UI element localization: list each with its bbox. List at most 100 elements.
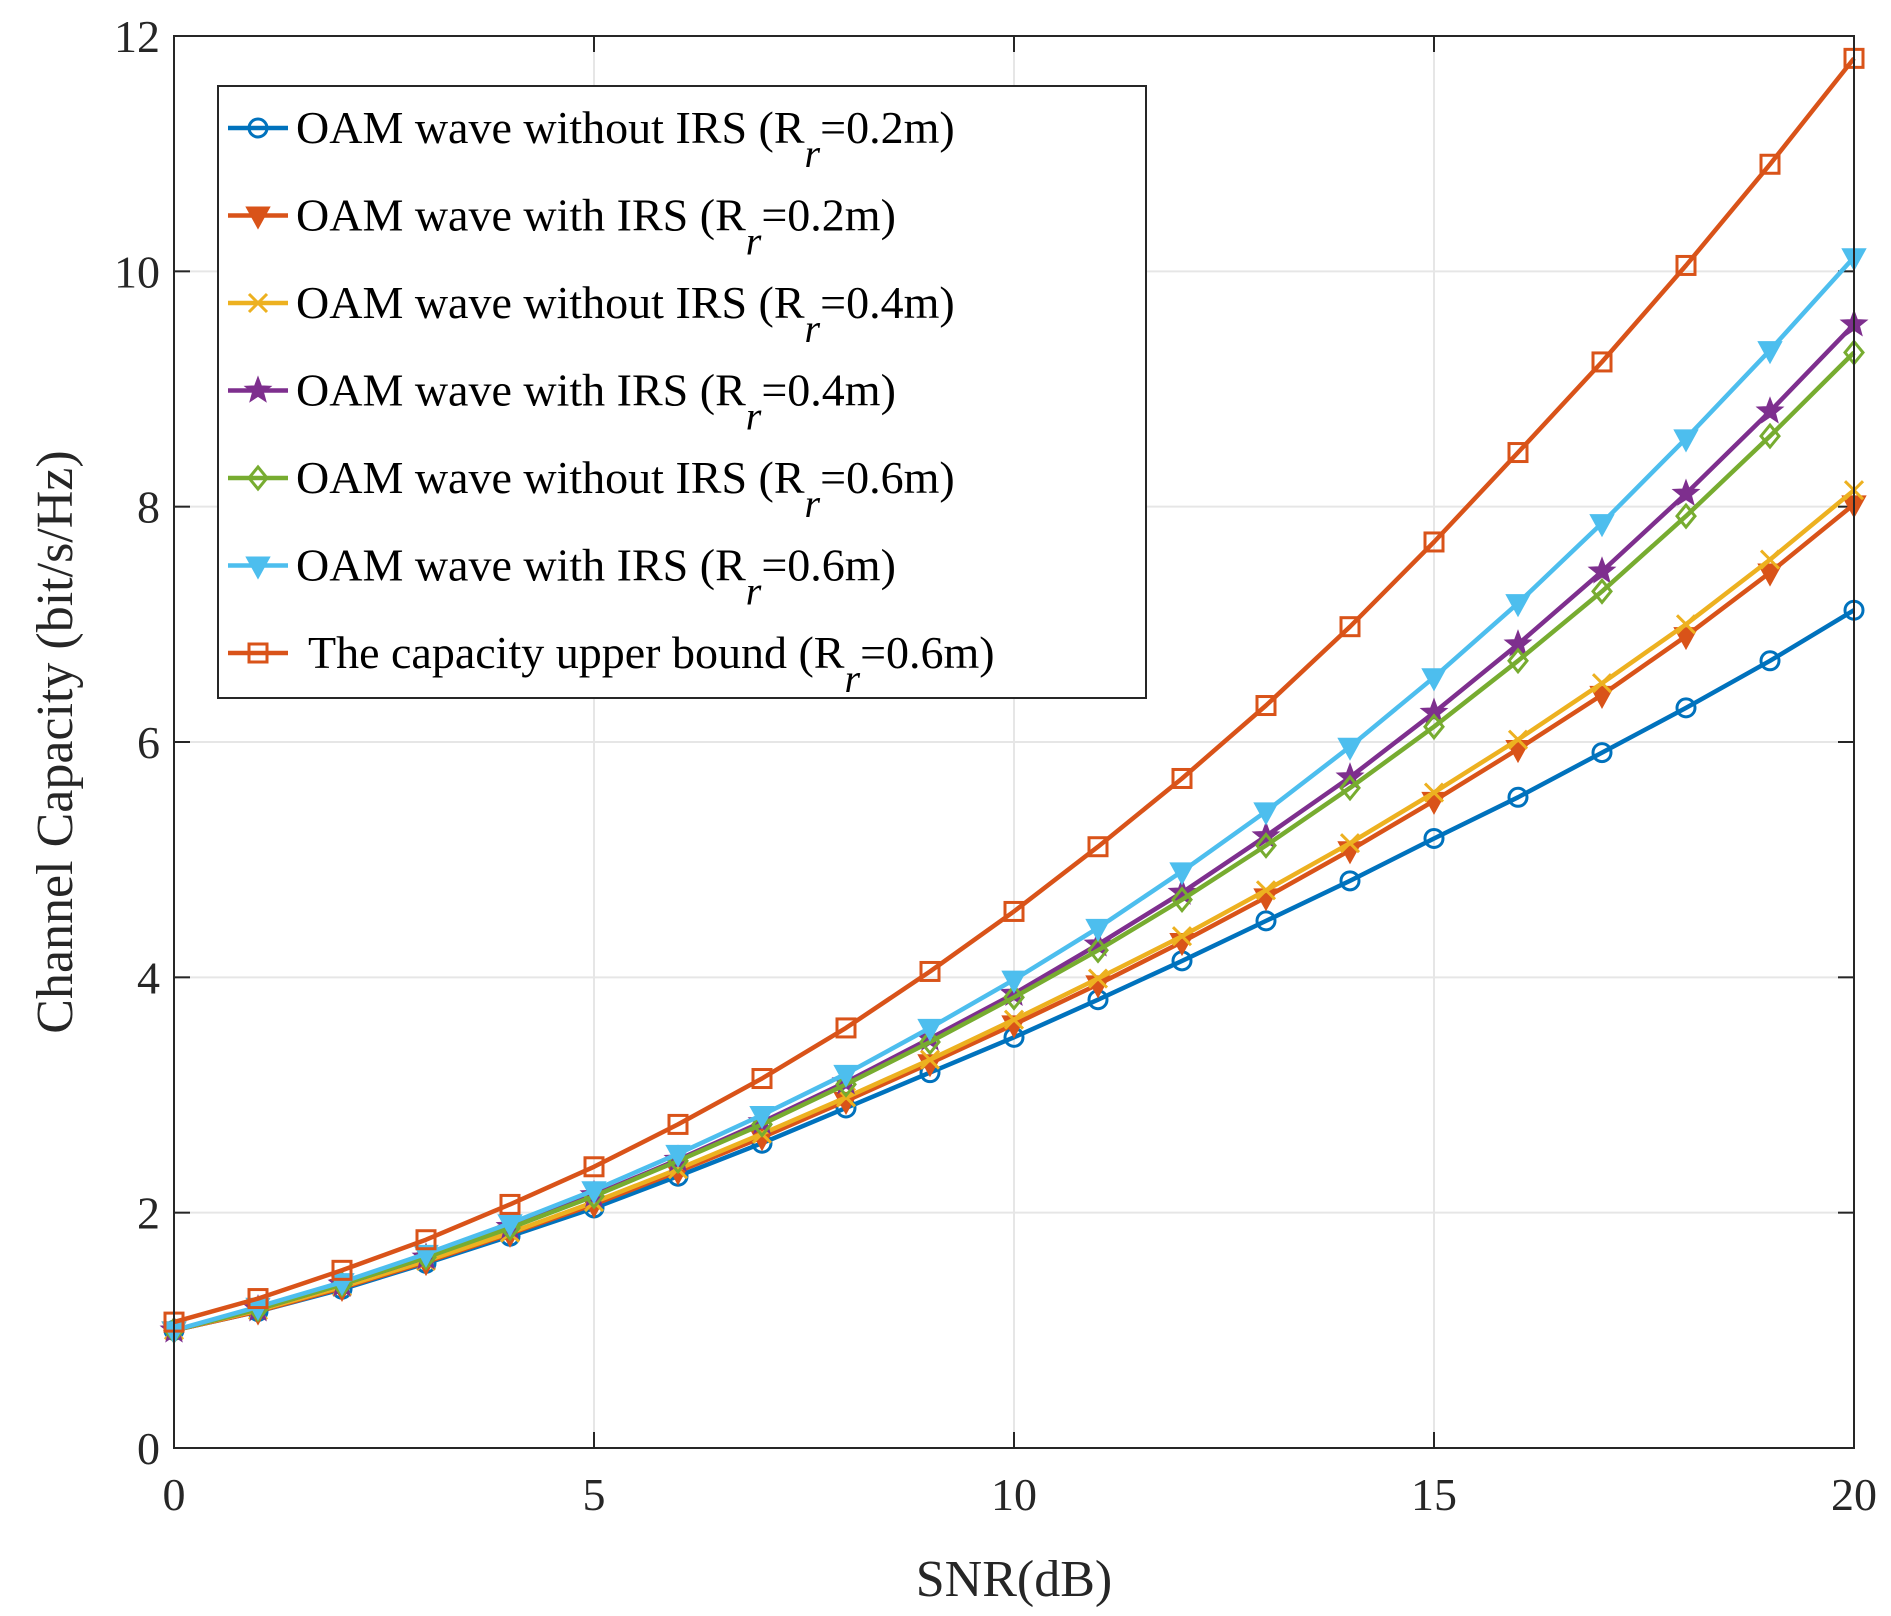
legend-marker bbox=[247, 117, 269, 139]
legend-item: OAM wave with IRS (Rr=0.6m) bbox=[228, 540, 896, 614]
data-point bbox=[1759, 650, 1781, 672]
legend-item: OAM wave without IRS (Rr=0.4m) bbox=[228, 277, 955, 351]
legend-label-subscript: r bbox=[805, 481, 821, 526]
legend-marker bbox=[243, 375, 273, 403]
legend-label-subscript: r bbox=[746, 394, 762, 439]
data-point bbox=[1589, 514, 1615, 538]
y-tick-label: 2 bbox=[137, 1188, 160, 1239]
legend-label-main: OAM wave without IRS (R bbox=[296, 277, 805, 328]
legend-label-tail: =0.6m) bbox=[761, 540, 896, 591]
data-point bbox=[499, 1193, 521, 1215]
legend-label-main: OAM wave with IRS (R bbox=[296, 540, 746, 591]
y-tick-label: 0 bbox=[137, 1423, 160, 1474]
data-point bbox=[749, 1106, 775, 1130]
data-point bbox=[1255, 880, 1277, 901]
data-point bbox=[1253, 802, 1279, 826]
data-point bbox=[1591, 673, 1613, 694]
data-point bbox=[1087, 836, 1109, 858]
data-point bbox=[1755, 396, 1785, 424]
y-tick-label: 12 bbox=[114, 11, 160, 62]
data-point bbox=[1255, 910, 1277, 932]
data-point bbox=[1675, 614, 1697, 635]
data-point bbox=[1423, 782, 1445, 803]
tick-labels: 0 5 10 15 20 0 2 4 6 8 10 12 bbox=[114, 11, 1877, 1520]
legend-item: The capacity upper bound (Rr=0.6m) bbox=[228, 627, 995, 701]
plot-frame bbox=[173, 35, 1855, 1449]
data-point bbox=[919, 960, 941, 982]
legend-label-subscript: r bbox=[746, 569, 762, 614]
y-axis-title: Channel Capacity (bit/s/Hz) bbox=[27, 450, 84, 1033]
legend-label: OAM wave without IRS (Rr=0.6m) bbox=[296, 452, 955, 526]
data-point bbox=[1255, 695, 1277, 717]
legend-label-tail: =0.6m) bbox=[860, 627, 995, 678]
data-point bbox=[1673, 627, 1699, 651]
data-point bbox=[917, 1018, 943, 1043]
x-tick-label: 15 bbox=[1411, 1469, 1457, 1520]
data-point bbox=[835, 1071, 857, 1098]
data-point bbox=[1505, 594, 1531, 618]
data-point bbox=[1671, 478, 1701, 506]
legend-label-main: OAM wave without IRS (R bbox=[296, 102, 805, 153]
legend-marker bbox=[245, 556, 271, 580]
legend-label: OAM wave without IRS (Rr=0.4m) bbox=[296, 277, 955, 351]
legend-label-main: OAM wave with IRS (R bbox=[296, 190, 746, 241]
data-point bbox=[1591, 742, 1613, 764]
data-point bbox=[1003, 983, 1025, 1011]
data-point bbox=[751, 1068, 773, 1090]
data-point bbox=[1255, 832, 1277, 859]
y-tick-label: 4 bbox=[137, 952, 160, 1003]
data-point bbox=[1003, 900, 1025, 922]
legend-label: OAM wave without IRS (Rr=0.2m) bbox=[296, 102, 955, 176]
data-point bbox=[1085, 918, 1111, 942]
data-point bbox=[1589, 685, 1615, 710]
data-point bbox=[247, 1288, 269, 1310]
legend-box bbox=[217, 85, 1147, 699]
data-point bbox=[1675, 254, 1697, 276]
data-point bbox=[919, 1028, 941, 1056]
data-point bbox=[413, 1244, 439, 1268]
data-point bbox=[1759, 153, 1781, 175]
x-tick-label: 5 bbox=[583, 1469, 606, 1520]
data-point bbox=[583, 1156, 605, 1178]
data-point bbox=[1507, 647, 1529, 675]
legend-label-tail: =0.2m) bbox=[761, 190, 896, 241]
legend-marker bbox=[247, 292, 269, 314]
legend-label-subscript: r bbox=[805, 306, 821, 351]
y-tick-label: 10 bbox=[114, 246, 160, 297]
data-point bbox=[835, 1017, 857, 1039]
legend-label: OAM wave with IRS (Rr=0.4m) bbox=[296, 365, 896, 439]
legend-label-subscript: r bbox=[805, 131, 821, 176]
legend-item: OAM wave without IRS (Rr=0.6m) bbox=[228, 452, 955, 526]
data-point bbox=[667, 1113, 689, 1135]
series-line bbox=[173, 57, 1856, 1325]
data-point bbox=[1003, 1009, 1025, 1030]
data-point bbox=[1507, 729, 1529, 750]
data-point bbox=[1339, 833, 1361, 854]
legend-marker bbox=[247, 642, 269, 664]
legend-label: The capacity upper bound (Rr=0.6m) bbox=[308, 627, 995, 701]
data-point bbox=[1757, 341, 1783, 365]
data-point bbox=[1423, 713, 1445, 741]
data-point bbox=[919, 1049, 941, 1070]
data-point bbox=[833, 1064, 859, 1088]
legend-label: OAM wave with IRS (Rr=0.2m) bbox=[296, 190, 896, 264]
x-axis-title: SNR(dB) bbox=[916, 1551, 1112, 1608]
data-point bbox=[1673, 429, 1699, 453]
data-point bbox=[1675, 502, 1697, 530]
legend-label-main: OAM wave without IRS (R bbox=[296, 452, 805, 503]
y-tick-label: 6 bbox=[137, 717, 160, 768]
legend-item: OAM wave with IRS (Rr=0.2m) bbox=[228, 190, 896, 264]
legend-label-subscript: r bbox=[746, 219, 762, 264]
legend-label-main: OAM wave with IRS (R bbox=[296, 365, 746, 416]
data-point bbox=[665, 1144, 691, 1168]
data-point bbox=[331, 1259, 353, 1281]
data-point bbox=[1507, 786, 1529, 808]
data-point bbox=[581, 1181, 607, 1205]
legend-marker bbox=[247, 464, 269, 492]
data-point bbox=[1171, 767, 1193, 789]
legend-label: OAM wave with IRS (Rr=0.6m) bbox=[296, 540, 896, 614]
legend: OAM wave without IRS (Rr=0.2m)OAM wave w… bbox=[217, 85, 1147, 701]
legend-label-tail: =0.4m) bbox=[820, 277, 955, 328]
legend-label-subscript: r bbox=[844, 656, 860, 701]
